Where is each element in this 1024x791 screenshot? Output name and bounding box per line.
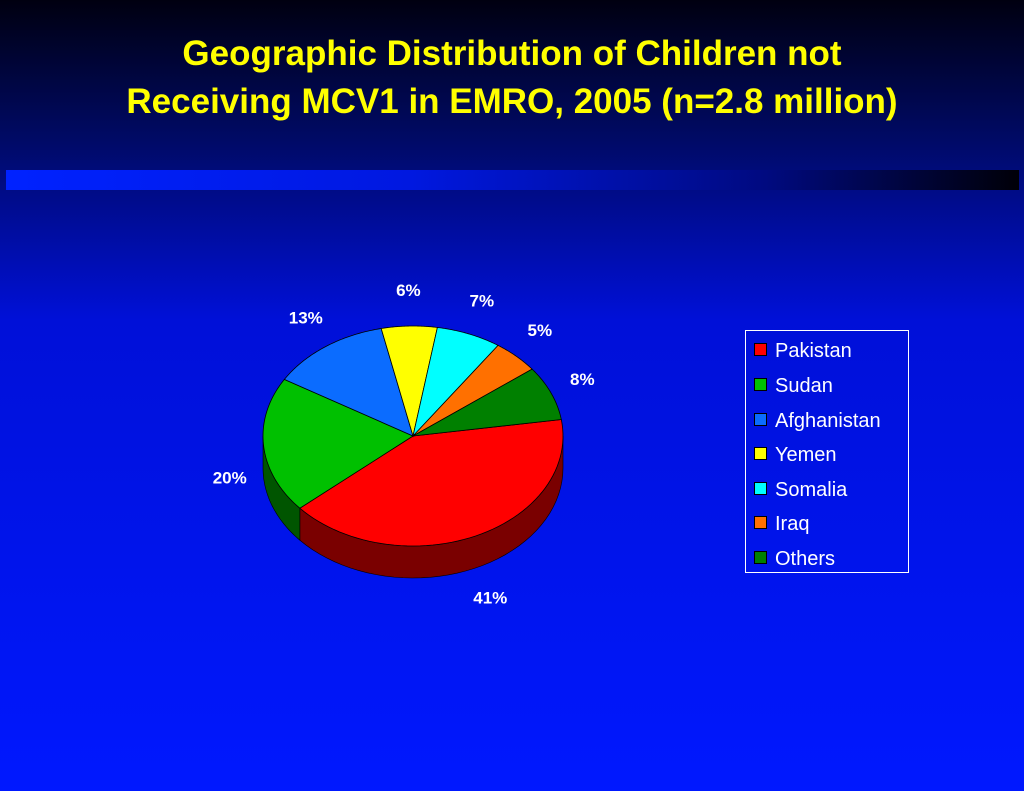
legend-item-iraq: Iraq [754, 512, 809, 536]
divider-bar [6, 170, 1019, 190]
pie-slice-afghanistan [283, 328, 414, 437]
pct-label-pakistan: 41% [473, 588, 507, 607]
legend-swatch-afghanistan [754, 413, 767, 427]
legend-item-yemen: Yemen [754, 443, 837, 467]
pct-label-afghanistan: 13% [289, 308, 323, 327]
legend-swatch-others [754, 551, 767, 565]
title-line-1: Geographic Distribution of Children not [182, 34, 842, 73]
pie-slice-others [412, 368, 562, 437]
pie-top-group [262, 325, 564, 547]
legend-label-somalia: Somalia [775, 479, 848, 501]
pie-slice-pakistan [299, 419, 564, 547]
pct-label-iraq: 5% [528, 321, 553, 340]
legend-label-afghanistan: Afghanistan [775, 410, 881, 432]
legend-item-somalia: Somalia [754, 478, 847, 502]
legend-label-pakistan: Pakistan [775, 340, 852, 362]
pie-slice-iraq [412, 344, 533, 437]
slide-title: Geographic Distribution of Children not … [0, 30, 1024, 126]
legend-swatch-somalia [754, 482, 767, 496]
pie-slice-somalia [412, 327, 499, 438]
legend-label-others: Others [775, 548, 836, 570]
pct-label-yemen: 6% [396, 281, 421, 300]
chart-legend: Pakistan Sudan Afghanistan Yemen Somalia… [745, 330, 909, 573]
legend-swatch-yemen [754, 447, 767, 461]
pie-slice-yemen [380, 325, 438, 438]
legend-label-yemen: Yemen [775, 444, 837, 466]
legend-swatch-iraq [754, 516, 767, 530]
legend-label-iraq: Iraq [775, 513, 810, 535]
pct-label-others: 8% [570, 370, 595, 389]
title-line-2: Receiving MCV1 in EMRO, 2005 (n=2.8 mill… [126, 82, 898, 121]
legend-item-afghanistan: Afghanistan [754, 409, 881, 433]
legend-swatch-pakistan [754, 343, 767, 357]
pct-label-somalia: 7% [470, 292, 495, 311]
legend-swatch-sudan [754, 378, 767, 392]
legend-item-others: Others [754, 547, 835, 571]
pct-label-sudan: 20% [213, 469, 247, 488]
legend-item-pakistan: Pakistan [754, 339, 852, 363]
legend-label-sudan: Sudan [775, 375, 833, 397]
pie-slice-sudan [262, 378, 414, 509]
legend-item-sudan: Sudan [754, 374, 833, 398]
